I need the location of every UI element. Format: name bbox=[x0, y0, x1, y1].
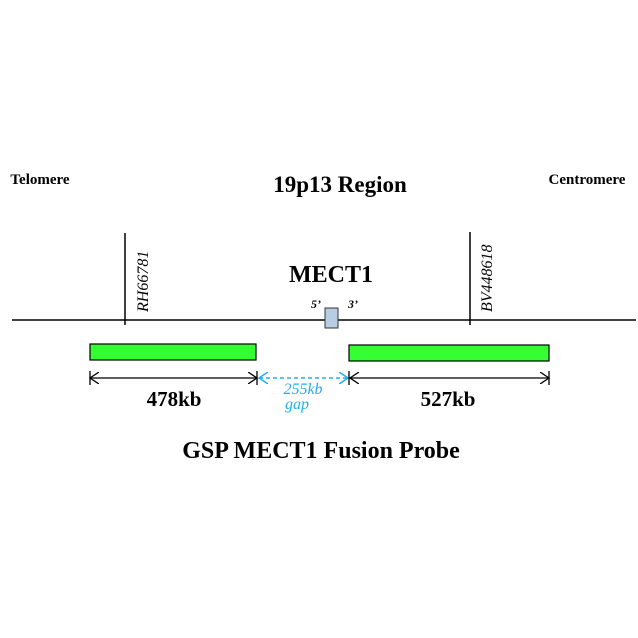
telomere-label: Telomere bbox=[10, 172, 69, 188]
probe-title: GSP MECT1 Fusion Probe bbox=[182, 438, 460, 464]
gap-size-label: 255kb bbox=[283, 381, 322, 398]
gap-word-label: gap bbox=[285, 396, 309, 413]
region-title: 19p13 Region bbox=[273, 172, 407, 197]
gene-box bbox=[324, 307, 339, 329]
marker-left-label: RH66781 bbox=[135, 251, 152, 313]
probe-right-bar bbox=[348, 344, 550, 362]
three-prime-label: 3’ bbox=[347, 297, 358, 311]
left-size-label: 478kb bbox=[147, 387, 202, 411]
centromere-label: Centromere bbox=[549, 172, 626, 188]
marker-right-label: BV448618 bbox=[479, 244, 496, 312]
five-prime-label: 5’ bbox=[311, 297, 321, 311]
probe-left-bar bbox=[89, 343, 257, 361]
right-size-label: 527kb bbox=[421, 387, 476, 411]
gene-label: MECT1 bbox=[289, 262, 373, 288]
